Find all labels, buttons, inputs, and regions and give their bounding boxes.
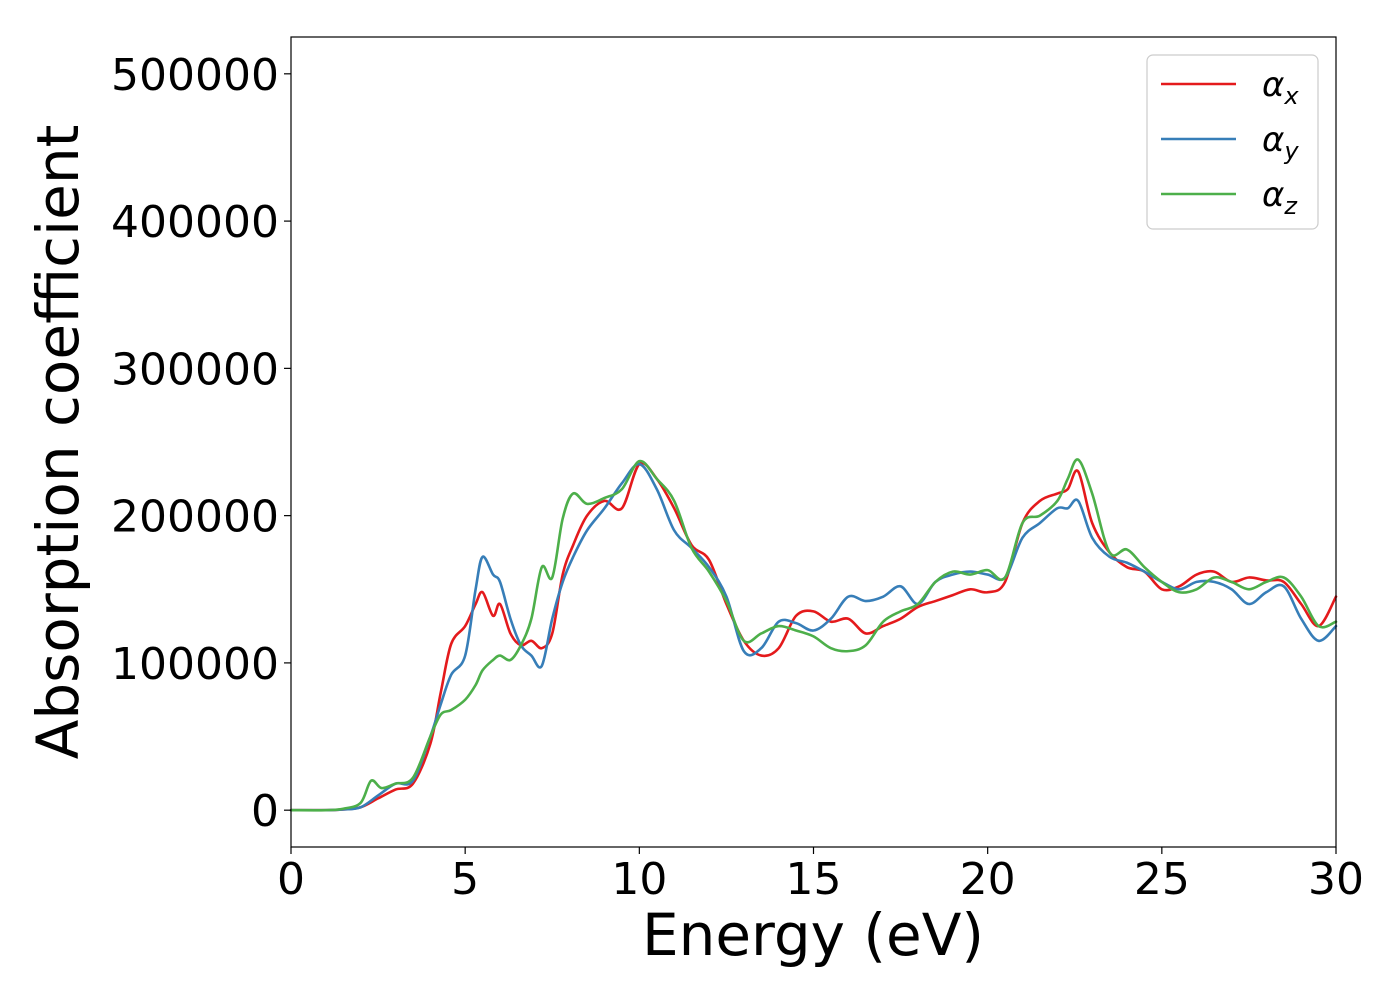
series-line-y [289, 462, 1338, 812]
y-axis-ticks: 0 100000 200000 300000 400000 500000 [111, 50, 291, 837]
series-line-z [289, 458, 1338, 812]
x-tick-label: 20 [960, 854, 1016, 905]
y-tick-label: 0 [251, 786, 279, 837]
x-tick-label: 30 [1308, 854, 1364, 905]
legend-label-base: α [1262, 65, 1284, 105]
y-tick-label: 100000 [111, 639, 279, 690]
legend-label-z: αz [1262, 175, 1298, 220]
legend-label-base: α [1262, 120, 1284, 160]
legend-label-subscript: x [1283, 82, 1299, 110]
x-axis-label: Energy (eV) [642, 901, 984, 969]
x-axis-ticks: 0 5 10 15 20 25 30 [277, 847, 1364, 905]
legend-label-y: αy [1262, 120, 1299, 165]
legend-box [1146, 54, 1319, 230]
y-tick-label: 400000 [111, 197, 279, 248]
series-group [289, 458, 1338, 812]
legend-label-subscript: y [1283, 137, 1299, 165]
x-tick-label: 10 [611, 854, 667, 905]
x-tick-label: 0 [277, 854, 305, 905]
x-tick-label: 25 [1134, 854, 1190, 905]
y-axis-label: Absorption coefficient [24, 125, 92, 760]
y-tick-label: 200000 [111, 492, 279, 543]
legend-label-base: α [1262, 175, 1284, 215]
legend-label-x: αx [1262, 65, 1299, 110]
y-tick-label: 500000 [111, 50, 279, 101]
x-tick-label: 15 [786, 854, 842, 905]
x-tick-label: 5 [451, 854, 479, 905]
legend-label-subscript: z [1283, 192, 1298, 220]
y-tick-label: 300000 [111, 344, 279, 395]
